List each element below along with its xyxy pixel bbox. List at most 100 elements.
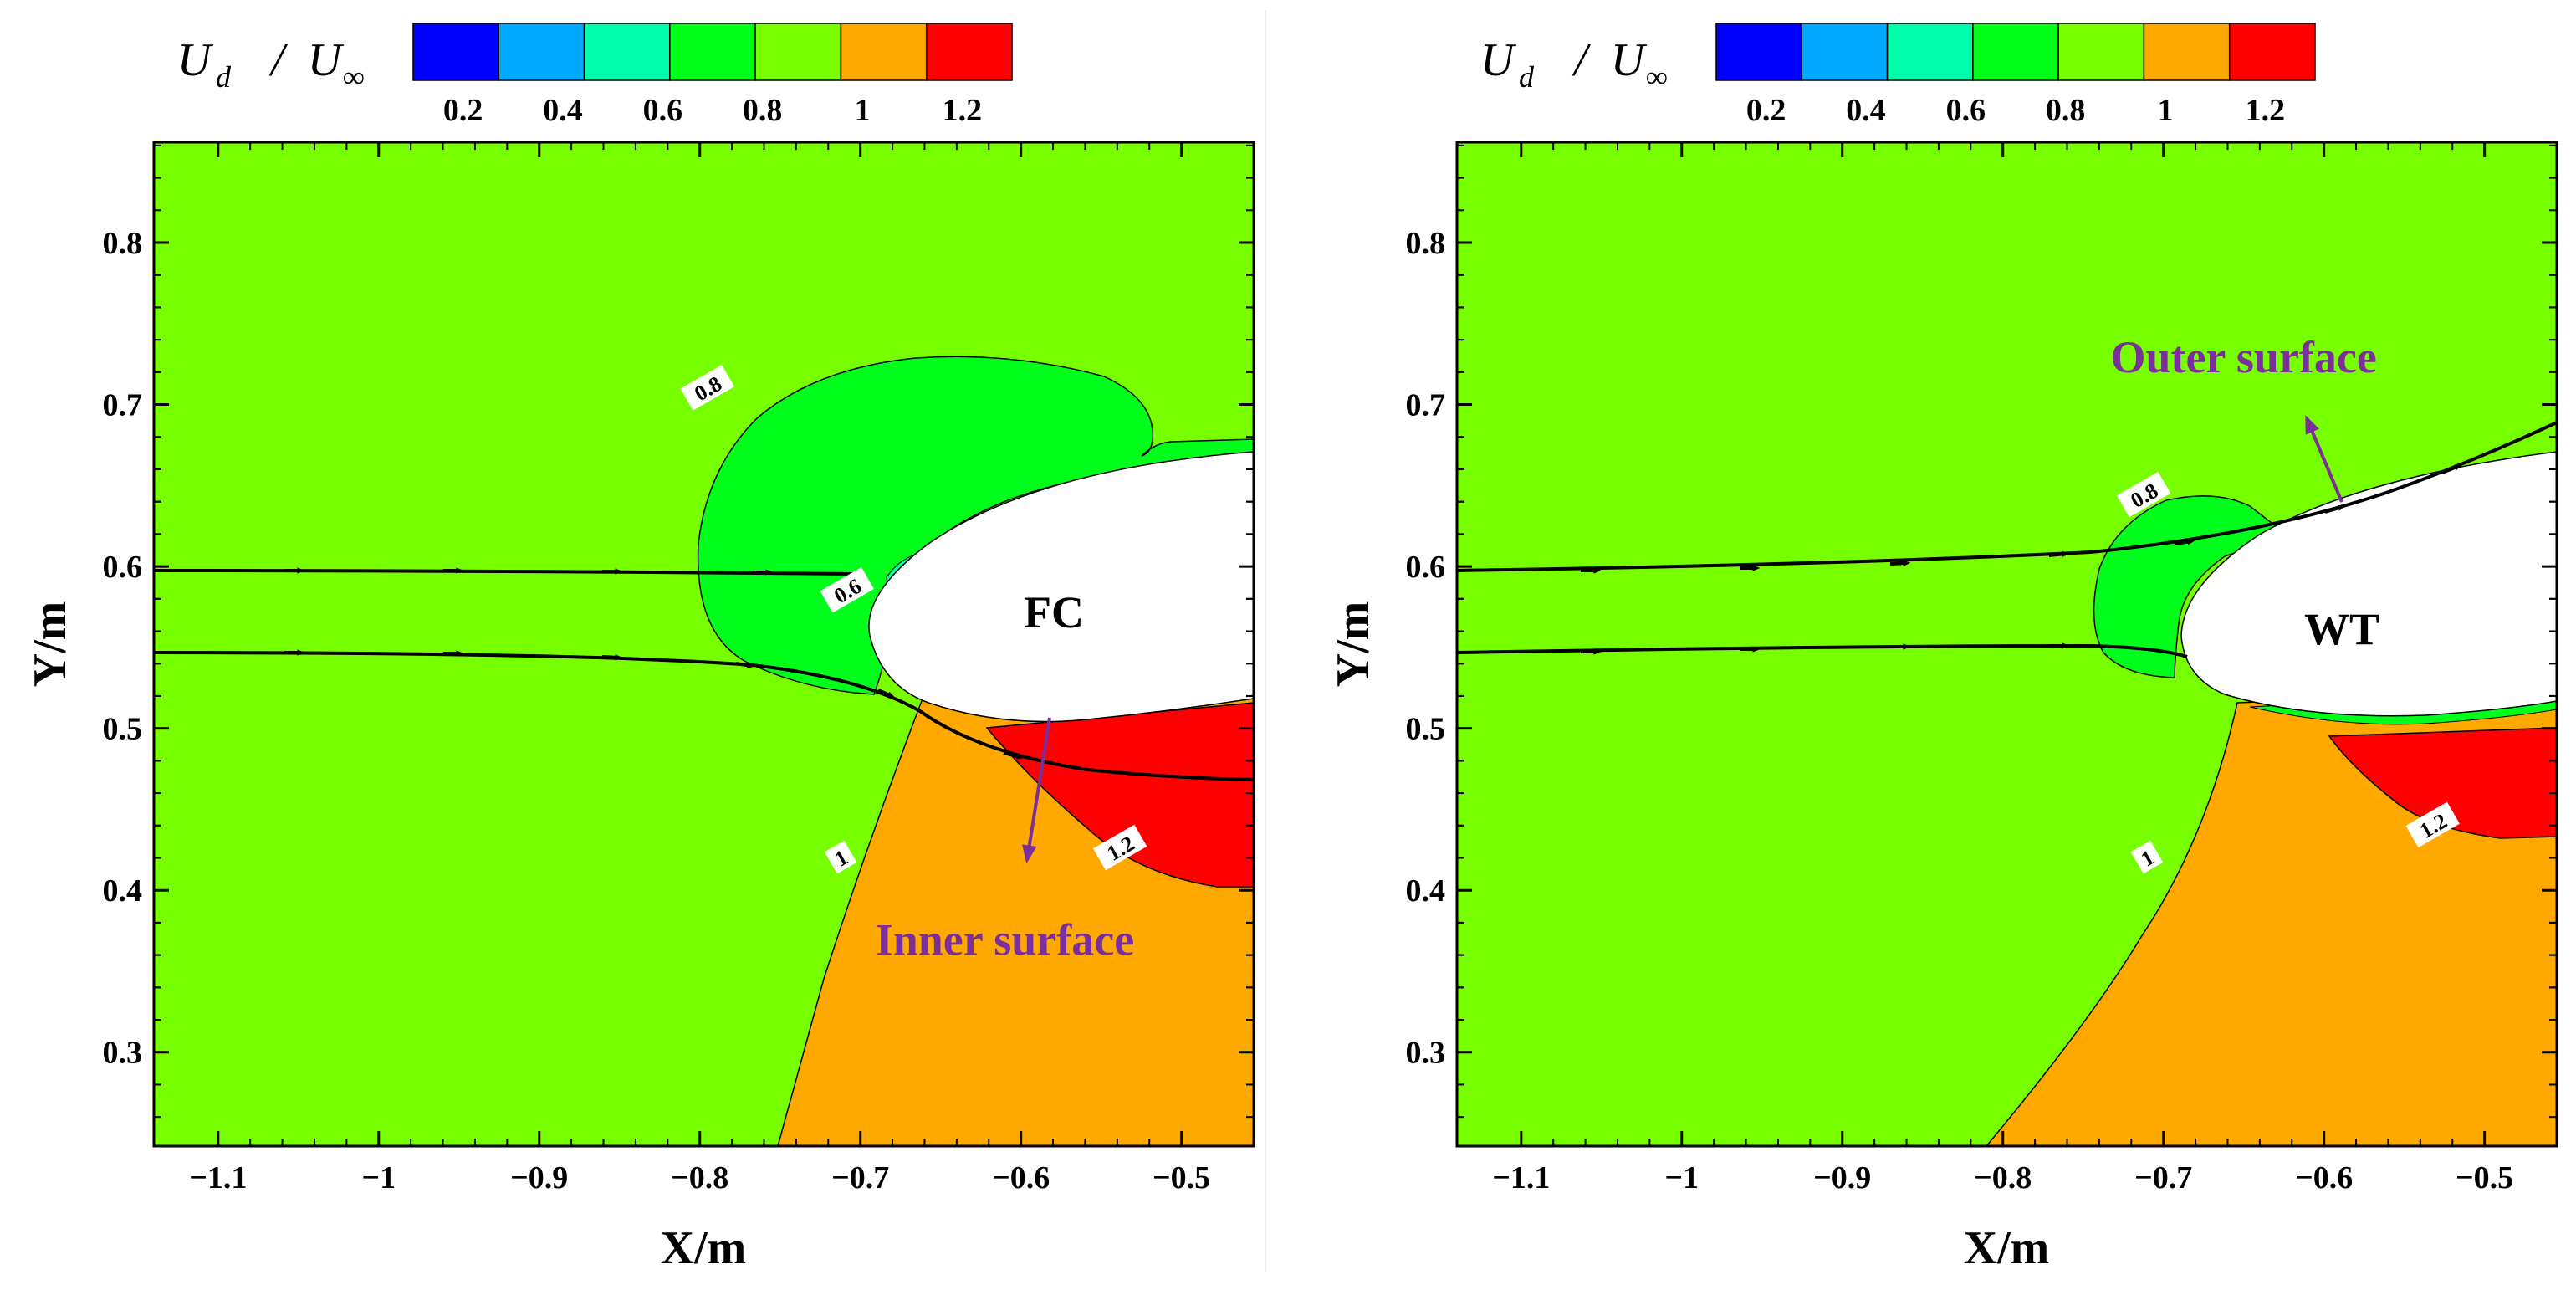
contour-label-bg xyxy=(1092,824,1147,871)
colorbar-swatch xyxy=(1715,23,1803,81)
y-tick-label: 0.5 xyxy=(1406,712,1446,747)
contour-label: 1 xyxy=(824,840,857,874)
colorbar-right: 0.2 0.4 0.6 0.8 1 1.2 U d / U ∞ xyxy=(1480,23,2316,128)
streamline-arrow xyxy=(2174,539,2195,545)
streamline-lower-right xyxy=(1457,643,2188,658)
colorbar-title-num: U xyxy=(1480,34,1517,86)
contour-label: 1 xyxy=(2130,840,2164,874)
y-axis-title-right: Y/m xyxy=(1327,601,1379,688)
y-tick-label: 0.7 xyxy=(103,388,143,423)
x-tick-label: −0.7 xyxy=(831,1160,889,1195)
colorbar-swatch xyxy=(2143,23,2231,81)
colorbar-title-den: U xyxy=(1611,34,1648,86)
colorbar-left: 0.2 0.4 0.6 0.8 1 1.2 U d / U ∞ xyxy=(177,23,1013,128)
region-u-0p7-0p9 xyxy=(2093,495,2289,678)
y-tick-label: 0.4 xyxy=(103,873,143,909)
plot-area-left: 0.80.61 1.2 FC Inner surface xyxy=(154,142,1254,1146)
annotation-left: Inner surface xyxy=(876,915,1134,965)
colorbar-tick-label: 1 xyxy=(2158,93,2174,128)
colorbar-tick-label: 0.8 xyxy=(2046,93,2086,128)
streamline-arrow xyxy=(2324,504,2346,514)
y-tick-label: 0.8 xyxy=(1406,226,1446,261)
colorbar-tick-label: 1.2 xyxy=(2246,93,2286,128)
x-tick-label: −0.6 xyxy=(992,1160,1050,1195)
streamline-arrow xyxy=(877,689,896,698)
region-u-above-1p3 xyxy=(985,702,1254,888)
colorbar-swatch xyxy=(754,23,842,81)
x-tick-label: −1 xyxy=(361,1160,396,1195)
airfoil-body-right xyxy=(2180,451,2557,717)
colorbar-tick-label: 1 xyxy=(855,93,871,128)
colorbar-tick-label: 0.6 xyxy=(643,93,683,128)
x-tick-label: −0.9 xyxy=(1813,1160,1871,1195)
colorbar-swatch xyxy=(1972,23,2059,81)
annotation-arrow-left xyxy=(1022,717,1051,864)
region-u-above-1p3 xyxy=(2328,727,2557,839)
y-tick-label: 0.7 xyxy=(1406,388,1446,423)
colorbar-swatch xyxy=(498,23,585,81)
x-tick-label: −0.5 xyxy=(2456,1160,2513,1195)
x-tick-label: −1.1 xyxy=(189,1160,247,1195)
colorbar-title-den-sub: ∞ xyxy=(343,60,365,94)
x-tick-label: −1.1 xyxy=(1492,1160,1550,1195)
x-tick-label: −0.8 xyxy=(671,1160,728,1195)
streamline-upper-right xyxy=(1457,421,2557,572)
colorbar-title-den-sub: ∞ xyxy=(1646,60,1668,94)
panel-left: 0.2 0.4 0.6 0.8 1 1.2 U d / U ∞ xyxy=(24,23,1255,1274)
x-tick-label: −1 xyxy=(1664,1160,1699,1195)
colorbar-swatch xyxy=(669,23,756,81)
colorbar-tick-label: 0.4 xyxy=(1846,93,1886,128)
y-tick-label: 0.4 xyxy=(1406,873,1446,909)
y-tick-label: 0.6 xyxy=(103,550,143,585)
colorbar-tick-label: 0.2 xyxy=(1746,93,1786,128)
plot-area-right: 0.811.2 WT Outer surface xyxy=(1457,142,2557,1146)
streamline-lower-left xyxy=(154,651,1254,781)
contour-label-bg xyxy=(2130,840,2164,874)
case-label-right: WT xyxy=(2304,604,2379,654)
plot-frame-left xyxy=(152,141,1255,1148)
x-tick-label: −0.7 xyxy=(2134,1160,2192,1195)
y-axis-title-left: Y/m xyxy=(24,601,76,688)
contour-label-bg xyxy=(2405,801,2460,848)
colorbar-title-den: U xyxy=(308,34,345,86)
contour-label-bg xyxy=(824,840,857,874)
colorbar-swatch xyxy=(412,23,500,81)
y-tick-label: 0.6 xyxy=(1406,550,1446,585)
streamline-arrow xyxy=(2048,550,2070,558)
plot-frame-right xyxy=(1455,141,2558,1148)
panel-right: 0.2 0.4 0.6 0.8 1 1.2 U d / U ∞ xyxy=(1327,23,2558,1274)
streamline-arrow xyxy=(1889,560,1911,566)
contour-label-bg xyxy=(680,365,734,411)
airfoil-body-left xyxy=(868,451,1254,723)
colorbar-swatch xyxy=(1801,23,1889,81)
colorbar-tick-label: 0.8 xyxy=(743,93,783,128)
colorbar-title-num-sub: d xyxy=(1519,60,1535,94)
streamline-upper-left xyxy=(154,569,854,576)
colorbar-title-num-sub: d xyxy=(216,60,232,94)
colorbar-swatch xyxy=(1886,23,1974,81)
annotation-right: Outer surface xyxy=(2110,332,2376,382)
contour-label-bg xyxy=(2116,471,2171,518)
annotation-arrow-right xyxy=(2305,414,2343,503)
streamline-arrow xyxy=(1003,751,1025,760)
colorbar-swatch xyxy=(840,23,928,81)
colorbar-tick-label: 0.4 xyxy=(543,93,583,128)
contour-label-bg xyxy=(820,567,874,613)
colorbar-title-num: U xyxy=(177,34,214,86)
colorbar-swatch xyxy=(2228,23,2316,81)
colorbar-title-sep: / xyxy=(268,34,288,86)
colorbar-swatch xyxy=(2057,23,2145,81)
y-tick-label: 0.5 xyxy=(103,712,143,747)
colorbar-tick-label: 1.2 xyxy=(943,93,983,128)
x-tick-label: −0.5 xyxy=(1153,1160,1210,1195)
colorbar-swatch xyxy=(583,23,671,81)
x-axis-title-left: X/m xyxy=(661,1222,747,1274)
case-label-left: FC xyxy=(1024,587,1084,637)
y-tick-label: 0.3 xyxy=(1406,1036,1446,1071)
y-tick-label: 0.3 xyxy=(103,1036,143,1071)
streamline-arrow xyxy=(735,662,755,668)
colorbar-tick-label: 0.6 xyxy=(1946,93,1986,128)
x-tick-label: −0.8 xyxy=(1974,1160,2032,1195)
x-tick-label: −0.9 xyxy=(510,1160,568,1195)
